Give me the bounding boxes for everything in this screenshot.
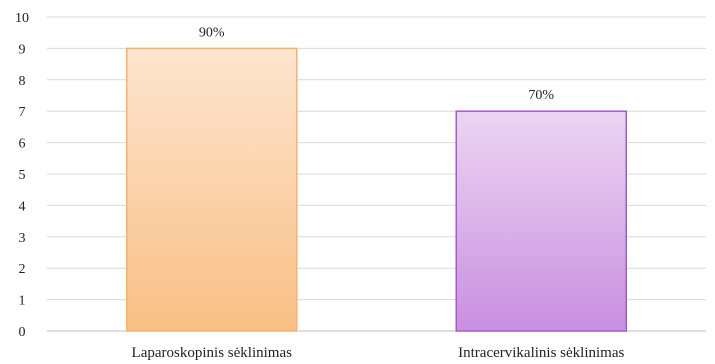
x-category-label: Laparoskopinis sėklinimas	[132, 345, 293, 361]
y-axis-tick-labels: 0 1 2 3 4 5 6 7 8 9 10	[15, 11, 29, 340]
data-labels: 90% 70%	[199, 25, 555, 103]
bar-2	[455, 110, 627, 332]
y-tick-label: 9	[19, 42, 26, 57]
x-category-label: Intracervikalinis sėklinimas	[458, 345, 624, 361]
y-tick-label: 2	[19, 262, 26, 277]
bar-1	[126, 47, 298, 332]
y-tick-label: 8	[19, 74, 26, 89]
y-tick-label: 0	[19, 325, 26, 340]
y-tick-label: 1	[19, 294, 26, 309]
y-tick-label: 4	[19, 199, 26, 214]
y-tick-label: 5	[19, 168, 26, 183]
data-label: 70%	[528, 88, 554, 103]
data-label: 90%	[199, 25, 225, 40]
y-tick-label: 10	[15, 11, 29, 26]
bars	[126, 47, 627, 332]
y-tick-label: 6	[19, 137, 26, 152]
x-axis-category-labels: Laparoskopinis sėklinimas Intracervikalin…	[132, 345, 625, 361]
y-tick-label: 7	[19, 105, 26, 120]
y-tick-label: 3	[19, 231, 26, 246]
